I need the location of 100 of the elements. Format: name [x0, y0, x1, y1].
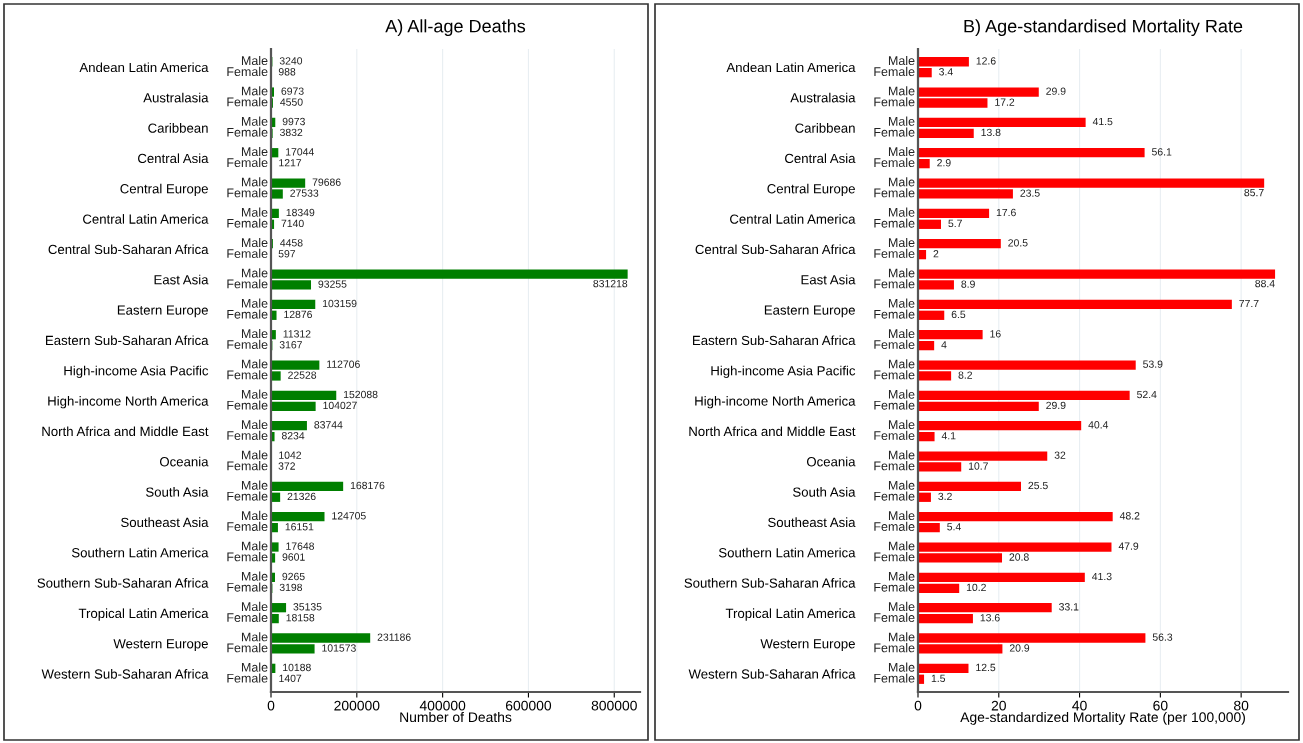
- data-label: 18158: [286, 614, 315, 622]
- y-tick-label: Andean Latin America: [79, 62, 209, 73]
- text: Female: [227, 279, 268, 289]
- text: Male: [888, 389, 915, 399]
- x-tick-label: 800000: [591, 700, 637, 711]
- y-tick-label: Tropical Latin America: [78, 608, 209, 621]
- y-tick-label: Eastern Sub-Saharan Africa: [46, 335, 209, 346]
- text: Female: [874, 643, 915, 653]
- x-tick-label: 0: [914, 700, 922, 711]
- x-tick-label: 600000: [505, 700, 552, 711]
- y-tick-label: Southeast Asia: [121, 517, 209, 528]
- y-tick-label: Oceania: [806, 456, 856, 467]
- data-label: 17.2: [995, 98, 1015, 106]
- series-label: Female: [874, 66, 915, 77]
- data-label: 83744: [314, 421, 343, 429]
- data-label: 9265: [282, 572, 305, 581]
- data-label: 17648: [286, 542, 315, 550]
- text: Male: [241, 116, 268, 126]
- data-label: 8234: [281, 432, 305, 440]
- data-label: 93255: [318, 280, 347, 288]
- x-tick-label: 20: [991, 700, 1006, 711]
- text: Male: [888, 510, 915, 521]
- y-tick-label: Eastern Europe: [764, 305, 855, 318]
- y-tick-label: Central Sub-Saharan Africa: [48, 244, 209, 255]
- data-label: 988: [278, 68, 296, 76]
- data-label: 5.7: [948, 219, 962, 228]
- text: Female: [227, 461, 268, 471]
- y-tick-label: Eastern Sub-Saharan Africa: [693, 335, 856, 346]
- text: Male: [241, 450, 268, 460]
- x-axis-title: Age-standardized Mortality Rate (per 100,000): [960, 711, 1245, 725]
- text: Female: [227, 309, 268, 319]
- text: Male: [888, 541, 915, 551]
- text: Male: [241, 146, 268, 157]
- data-label: 10188: [283, 663, 311, 672]
- y-tick-label: Central Latin America: [730, 214, 856, 224]
- text: Male: [888, 207, 915, 217]
- data-label: 3.4: [939, 68, 953, 76]
- data-label: 29.9: [1046, 87, 1066, 95]
- data-label: 3.2: [938, 492, 952, 501]
- x-tick-label: 40: [1072, 700, 1087, 711]
- data-label: 16151: [285, 523, 314, 531]
- data-label: 41.3: [1092, 572, 1112, 581]
- text: Male: [241, 541, 268, 551]
- x-tick-label: 400000: [419, 700, 466, 711]
- y-tick-label: Oceania: [159, 456, 209, 467]
- y-tick-label: Central Latin America: [83, 214, 209, 224]
- text: Female: [874, 552, 915, 562]
- text: Female: [874, 400, 915, 410]
- data-label: 7140: [281, 219, 304, 228]
- data-label: 53.9: [1143, 360, 1163, 368]
- text: Male: [888, 450, 915, 460]
- data-label: 17.6: [996, 208, 1016, 217]
- y-tick-label: Central Asia: [785, 153, 856, 164]
- y-tick-label: Caribbean: [795, 123, 855, 133]
- data-label: 47.9: [1118, 542, 1139, 550]
- text: Male: [241, 207, 268, 217]
- data-label: 88.4: [1255, 279, 1275, 288]
- data-label: 8.2: [958, 371, 973, 379]
- data-label: 10.2: [966, 583, 986, 592]
- text: Male: [241, 177, 268, 187]
- text: Male: [241, 328, 268, 339]
- data-label: 35135: [293, 603, 322, 611]
- text: Male: [241, 662, 268, 672]
- text: Male: [241, 601, 268, 612]
- y-tick-label: High-income North America: [695, 396, 856, 409]
- data-label: 9601: [282, 553, 305, 561]
- y-tick-label: North Africa and Middle East: [689, 426, 856, 437]
- text: Male: [241, 389, 268, 399]
- y-tick-label: South Asia: [793, 487, 856, 497]
- x-axis-title: Number of Deaths: [400, 711, 512, 723]
- data-label: 13.8: [981, 128, 1001, 137]
- data-label: 1.5: [931, 674, 946, 683]
- y-tick-label: Southeast Asia: [768, 517, 856, 528]
- y-tick-label: Western Sub-Saharan Africa: [41, 669, 209, 679]
- text: Female: [874, 188, 915, 198]
- data-label: 168176: [350, 481, 385, 490]
- y-tick-label: Central Europe: [120, 183, 208, 197]
- text: Male: [241, 86, 268, 96]
- text: Female: [874, 279, 915, 289]
- data-label: 27533: [290, 189, 319, 197]
- data-label: 597: [278, 250, 296, 258]
- text: Male: [241, 298, 268, 308]
- text: Female: [227, 430, 268, 440]
- data-label: 16: [990, 330, 1001, 338]
- text: Male: [241, 237, 268, 248]
- data-label: 3167: [279, 341, 302, 349]
- data-label: 4458: [280, 239, 303, 247]
- text: Male: [241, 571, 268, 581]
- data-label: 20.8: [1009, 553, 1029, 561]
- data-label: 831218: [593, 279, 628, 288]
- data-label: 77.7: [1239, 299, 1259, 308]
- y-tick-label: South Asia: [146, 487, 209, 497]
- data-label: 4.1: [941, 432, 956, 440]
- text: Female: [227, 97, 268, 107]
- series-label: Female: [227, 66, 268, 77]
- data-label: 56.3: [1152, 633, 1173, 641]
- data-label: 1407: [279, 674, 302, 683]
- text: Female: [227, 400, 268, 410]
- data-label: 372: [278, 462, 295, 470]
- data-label: 41.5: [1092, 117, 1113, 126]
